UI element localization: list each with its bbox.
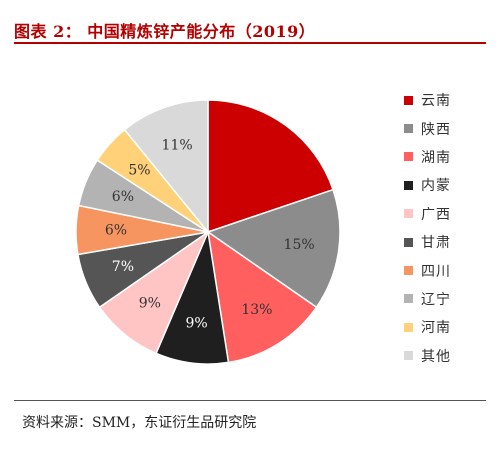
legend-swatch xyxy=(404,323,413,332)
legend-swatch xyxy=(404,238,413,247)
legend-label: 辽宁 xyxy=(421,289,451,309)
legend-item: 陕西 xyxy=(404,114,451,142)
legend-label: 内蒙 xyxy=(421,175,451,195)
legend-item: 云南 xyxy=(404,86,451,114)
footer-divider xyxy=(14,400,486,401)
legend-swatch xyxy=(404,351,413,360)
legend-item: 湖南 xyxy=(404,143,451,171)
pie-data-label-6: 7% xyxy=(112,259,134,275)
legend-label: 陕西 xyxy=(421,119,451,139)
source-note: 资料来源：SMM，东证衍生品研究院 xyxy=(22,412,256,432)
legend-label: 甘肃 xyxy=(421,232,451,252)
legend-item: 甘肃 xyxy=(404,228,451,256)
legend-label: 河南 xyxy=(421,317,451,337)
pie-data-label-5: 9% xyxy=(139,295,161,311)
pie-data-label-9: 5% xyxy=(128,163,150,179)
legend-label: 广西 xyxy=(421,204,451,224)
legend-item: 内蒙 xyxy=(404,171,451,199)
pie-data-label-10: 11% xyxy=(162,137,193,153)
legend-label: 其他 xyxy=(421,346,451,366)
pie-data-label-4: 9% xyxy=(185,315,207,331)
pie-data-label-8: 6% xyxy=(112,189,134,205)
legend-swatch xyxy=(404,294,413,303)
legend-swatch xyxy=(404,181,413,190)
legend-swatch xyxy=(404,124,413,133)
legend-item: 其他 xyxy=(404,342,451,370)
legend-label: 云南 xyxy=(421,90,451,110)
pie-data-label-2: 15% xyxy=(284,237,315,253)
chart-legend: 云南陕西湖南内蒙广西甘肃四川辽宁河南其他 xyxy=(404,86,451,370)
legend-item: 四川 xyxy=(404,256,451,284)
pie-data-label-3: 13% xyxy=(241,302,272,318)
legend-swatch xyxy=(404,96,413,105)
legend-label: 湖南 xyxy=(421,147,451,167)
legend-label: 四川 xyxy=(421,261,451,281)
legend-item: 河南 xyxy=(404,313,451,341)
legend-item: 广西 xyxy=(404,200,451,228)
pie-data-label-1: 20% xyxy=(246,149,277,165)
legend-swatch xyxy=(404,266,413,275)
pie-data-label-7: 6% xyxy=(105,223,127,239)
legend-swatch xyxy=(404,209,413,218)
legend-item: 辽宁 xyxy=(404,285,451,313)
legend-swatch xyxy=(404,152,413,161)
